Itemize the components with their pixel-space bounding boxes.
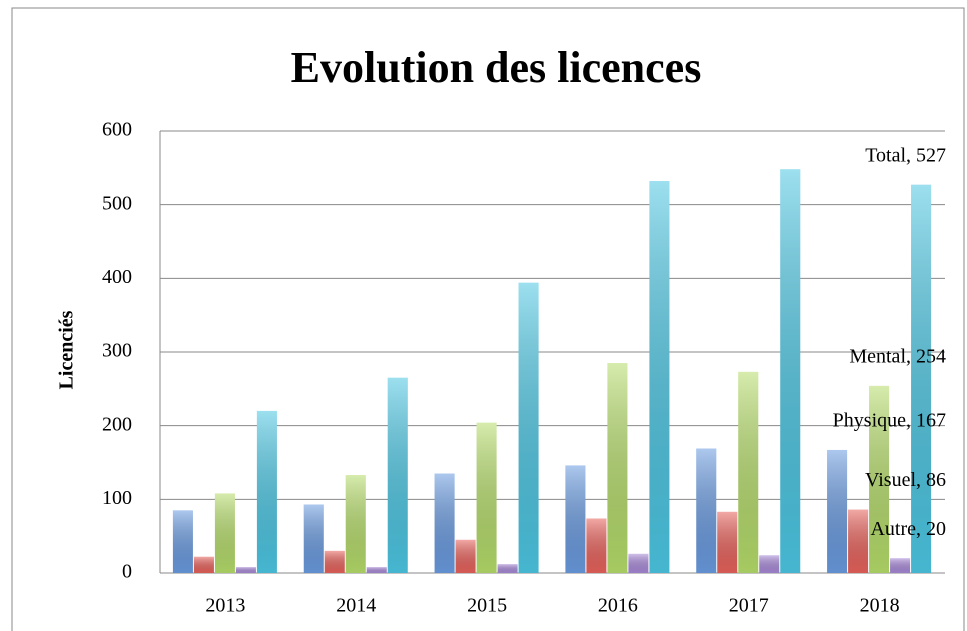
bar-shade	[256, 410, 277, 573]
bar-shade	[565, 465, 586, 573]
bar-shade	[717, 511, 738, 573]
x-tick-label: 2017	[729, 595, 769, 617]
bar-shade	[827, 449, 848, 573]
y-tick-label: 0	[122, 561, 132, 583]
bar-shade	[780, 169, 801, 573]
bar-shade	[696, 448, 717, 573]
bar-shade	[434, 473, 455, 573]
bar-shade	[759, 555, 780, 573]
bar-shade	[518, 282, 539, 573]
chart-frame	[11, 7, 965, 631]
y-tick-label: 100	[102, 487, 132, 509]
y-tick-label: 400	[102, 266, 132, 288]
x-tick-label: 2013	[205, 595, 245, 617]
x-tick-label: 2016	[598, 595, 638, 617]
data-label: Visuel, 86	[865, 469, 946, 491]
bar-shade	[172, 510, 193, 573]
bar-shade	[628, 553, 649, 573]
bar-shade	[848, 509, 869, 573]
y-tick-label: 200	[102, 413, 132, 435]
bar-shade	[649, 181, 670, 574]
data-label: Total, 527	[865, 144, 946, 166]
bar-shade	[235, 567, 256, 573]
bar-shade	[455, 539, 476, 573]
bar-shade	[738, 371, 759, 573]
y-axis-label: Licenciés	[56, 310, 78, 389]
x-tick-label: 2014	[336, 595, 376, 617]
bar-shade	[911, 184, 932, 573]
bar-shade	[214, 493, 235, 573]
bar-shade	[193, 556, 214, 573]
bar-shade	[387, 377, 408, 573]
y-tick-label: 500	[102, 192, 132, 214]
x-tick-label: 2018	[860, 595, 900, 617]
bar-shade	[324, 550, 345, 573]
y-tick-label: 600	[102, 119, 132, 141]
data-label: Physique, 167	[833, 410, 946, 432]
data-label: Mental, 254	[849, 345, 946, 367]
chart-title: Evolution des licences	[291, 43, 702, 92]
bar-shade	[890, 558, 911, 573]
bar-shade	[476, 422, 497, 573]
bar-shade	[366, 567, 387, 573]
bar-shade	[345, 475, 366, 573]
x-tick-label: 2015	[467, 595, 507, 617]
bar-shade	[497, 564, 518, 573]
bar-shade	[869, 385, 890, 573]
bar-shade	[586, 518, 607, 573]
bar-shade	[303, 504, 324, 573]
bar-shade	[607, 363, 628, 573]
data-label: Autre, 20	[870, 518, 946, 540]
y-tick-label: 300	[102, 340, 132, 362]
